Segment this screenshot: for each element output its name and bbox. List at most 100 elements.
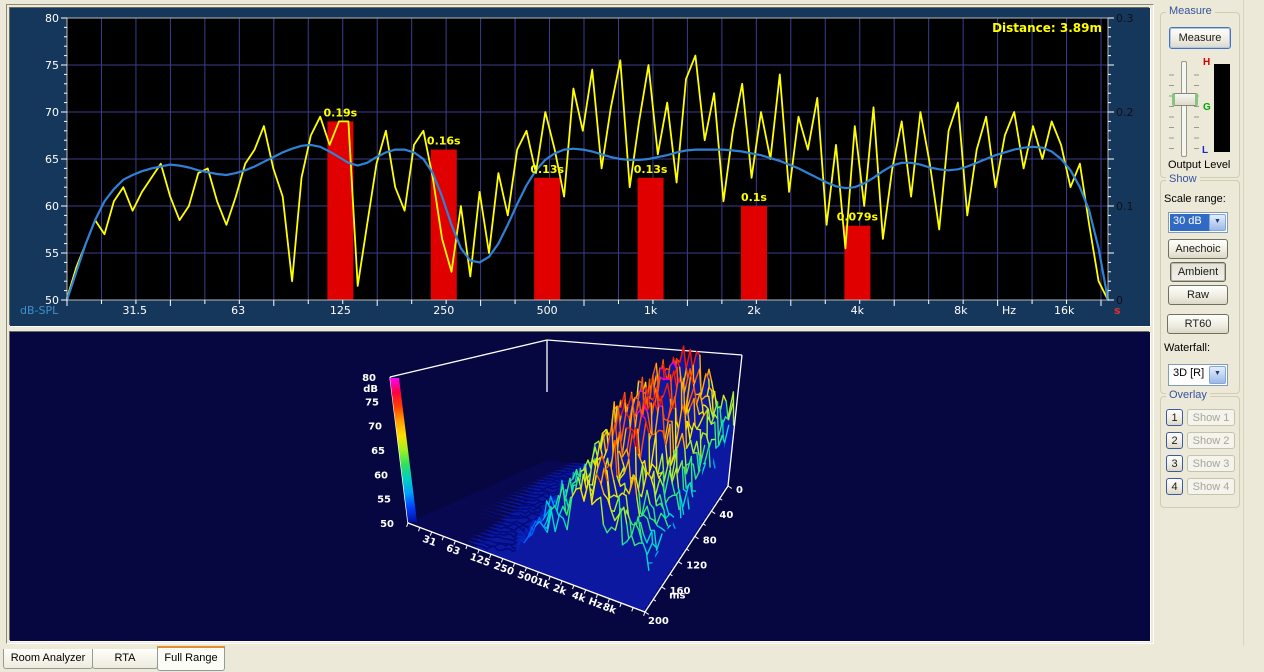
tab-full-range[interactable]: Full Range	[157, 646, 225, 671]
svg-text:2k: 2k	[747, 304, 761, 317]
svg-text:250: 250	[433, 304, 454, 317]
measure-group-label: Measure	[1166, 5, 1215, 17]
svg-text:0.3: 0.3	[1116, 12, 1134, 25]
svg-text:31: 31	[421, 534, 438, 549]
svg-text:8k: 8k	[601, 602, 618, 617]
slider-track[interactable]	[1181, 61, 1187, 157]
svg-text:80: 80	[45, 12, 59, 25]
svg-text:120: 120	[686, 561, 707, 572]
show-4-button[interactable]: Show 4	[1187, 478, 1235, 495]
meter-high-label: H	[1203, 57, 1211, 68]
svg-text:0.19s: 0.19s	[324, 106, 358, 119]
overlay-group-label: Overlay	[1166, 389, 1210, 401]
svg-text:1k: 1k	[535, 577, 552, 592]
svg-text:Distance: 3.89m: Distance: 3.89m	[992, 21, 1102, 35]
scale-range-select[interactable]: 30 dB ▼	[1168, 212, 1228, 233]
measure-group: Measure Measure H G L Output Level	[1160, 5, 1240, 178]
svg-text:ms: ms	[669, 591, 685, 602]
tab-rta[interactable]: RTA	[92, 649, 158, 669]
svg-text:0.1: 0.1	[1116, 200, 1134, 213]
tab-bar: Room Analyzer RTA Full Range	[0, 646, 1264, 672]
spl-rt60-panel: 0.19s 0.16s 0.13s 0.13s 0.1s 0.079s 50 55 60 65 70…	[10, 8, 1150, 326]
svg-text:50: 50	[380, 519, 394, 530]
overlay-row-3: 3 Show 3	[1161, 455, 1239, 473]
anechoic-button[interactable]: Anechoic	[1168, 239, 1228, 259]
svg-text:0.16s: 0.16s	[427, 135, 461, 148]
meter-low-label: L	[1202, 145, 1209, 156]
svg-text:0: 0	[1116, 294, 1123, 307]
svg-text:75: 75	[45, 59, 59, 72]
overlay-2-button[interactable]: 2	[1166, 432, 1183, 449]
svg-text:70: 70	[368, 422, 382, 433]
raw-button[interactable]: Raw	[1168, 285, 1228, 305]
svg-text:250: 250	[492, 561, 515, 578]
show-group-label: Show	[1166, 173, 1200, 185]
svg-text:0.079s: 0.079s	[837, 211, 879, 224]
show-3-button[interactable]: Show 3	[1187, 455, 1235, 472]
svg-text:125: 125	[330, 304, 351, 317]
svg-text:0: 0	[736, 485, 743, 496]
overlay-1-button[interactable]: 1	[1166, 409, 1183, 426]
overlay-4-button[interactable]: 4	[1166, 478, 1183, 495]
svg-text:200: 200	[648, 616, 669, 627]
meter-mid-label: G	[1203, 102, 1211, 113]
show-group: Show Scale range: 30 dB ▼ Anechoic Ambie…	[1160, 173, 1240, 394]
overlay-3-button[interactable]: 3	[1166, 455, 1183, 472]
output-level-meter	[1214, 64, 1230, 152]
svg-text:1k: 1k	[644, 304, 658, 317]
overlay-row-2: 2 Show 2	[1161, 432, 1239, 450]
svg-text:500: 500	[537, 304, 558, 317]
svg-text:60: 60	[374, 470, 388, 481]
svg-text:40: 40	[719, 510, 733, 521]
svg-text:65: 65	[45, 153, 59, 166]
svg-text:80: 80	[362, 373, 376, 384]
svg-text:55: 55	[377, 495, 391, 506]
slider-ticks-left	[1169, 65, 1174, 151]
svg-text:80: 80	[703, 535, 717, 546]
svg-text:60: 60	[45, 200, 59, 213]
svg-text:16k: 16k	[1054, 304, 1075, 317]
tab-room-analyzer[interactable]: Room Analyzer	[3, 649, 93, 669]
output-level-slider[interactable]	[1161, 57, 1205, 161]
svg-text:4k: 4k	[851, 304, 865, 317]
svg-text:Hz: Hz	[1002, 304, 1016, 317]
slider-thumb[interactable]	[1172, 93, 1198, 106]
waterfall-label: Waterfall:	[1164, 342, 1211, 354]
ambient-button[interactable]: Ambient	[1170, 262, 1226, 282]
svg-text:Hz: Hz	[587, 596, 604, 611]
dropdown-arrow-icon[interactable]: ▼	[1209, 214, 1226, 231]
svg-text:63: 63	[445, 543, 462, 558]
waterfall-panel: 80 75 70 65 60 55 50 dB 31 63 125 250 500 1k 2k 4k Hz 8k 0…	[10, 332, 1150, 641]
measure-button[interactable]: Measure	[1169, 27, 1231, 49]
svg-text:31.5: 31.5	[123, 304, 148, 317]
show-2-button[interactable]: Show 2	[1187, 432, 1235, 449]
svg-text:dB: dB	[363, 384, 378, 395]
overlay-row-4: 4 Show 4	[1161, 478, 1239, 496]
waterfall-select[interactable]: 3D [R] ▼	[1168, 364, 1228, 386]
overlay-row-1: 1 Show 1	[1161, 409, 1239, 427]
content-right-edge	[1243, 0, 1244, 646]
waterfall-value: 3D [R]	[1173, 367, 1205, 379]
svg-text:dB-SPL: dB-SPL	[20, 304, 59, 317]
svg-text:0.13s: 0.13s	[634, 163, 668, 176]
scale-range-label: Scale range:	[1164, 193, 1226, 205]
dropdown-arrow-icon[interactable]: ▼	[1209, 366, 1226, 384]
rt60-button[interactable]: RT60	[1167, 314, 1229, 334]
slider-ticks-right	[1194, 65, 1199, 151]
show-1-button[interactable]: Show 1	[1187, 409, 1235, 426]
svg-text:65: 65	[371, 446, 385, 457]
svg-text:8k: 8k	[954, 304, 968, 317]
svg-text:55: 55	[45, 247, 59, 260]
svg-text:50: 50	[45, 294, 59, 307]
scale-range-value: 30 dB	[1170, 214, 1210, 231]
tab-page-full-range: 0.19s 0.16s 0.13s 0.13s 0.1s 0.079s 50 55 60 65 70…	[6, 0, 1244, 646]
svg-text:70: 70	[45, 106, 59, 119]
svg-text:0.13s: 0.13s	[530, 163, 564, 176]
svg-text:75: 75	[365, 397, 379, 408]
svg-text:63: 63	[231, 304, 245, 317]
svg-text:125: 125	[468, 552, 491, 569]
charts-frame: 0.19s 0.16s 0.13s 0.13s 0.1s 0.079s 50 55 60 65 70…	[6, 4, 1154, 644]
